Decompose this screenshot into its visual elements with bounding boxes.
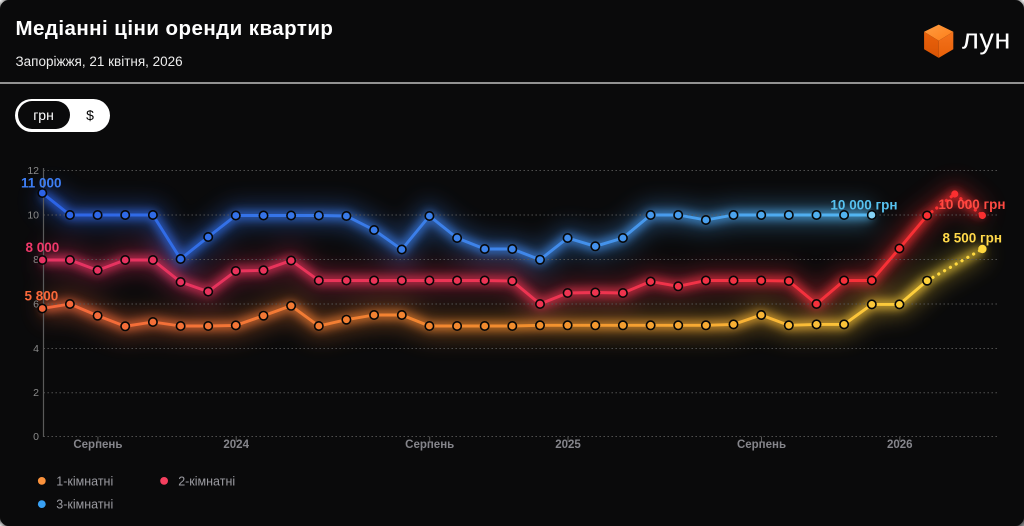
svg-text:Серпень: Серпень <box>73 439 122 451</box>
svg-text:лун: лун <box>962 24 1011 56</box>
svg-text:0: 0 <box>33 431 39 443</box>
svg-text:1-кімнатні: 1-кімнатні <box>56 475 113 489</box>
svg-text:Серпень: Серпень <box>405 439 454 451</box>
svg-text:8 500 грн: 8 500 грн <box>942 231 1002 246</box>
svg-text:4: 4 <box>33 343 39 355</box>
svg-text:10 000 грн: 10 000 грн <box>830 198 897 213</box>
svg-text:2025: 2025 <box>555 439 581 451</box>
svg-text:2-кімнатні: 2-кімнатні <box>178 475 235 489</box>
svg-text:5 800: 5 800 <box>25 289 59 304</box>
svg-text:6: 6 <box>33 299 39 311</box>
svg-text:10 000 грн: 10 000 грн <box>938 197 1005 212</box>
svg-text:8: 8 <box>33 254 39 266</box>
svg-text:2024: 2024 <box>223 439 249 451</box>
svg-text:2026: 2026 <box>887 439 913 451</box>
svg-text:3-кімнатні: 3-кімнатні <box>56 498 113 512</box>
svg-text:2: 2 <box>33 387 39 399</box>
svg-text:12: 12 <box>27 165 39 177</box>
svg-text:10: 10 <box>27 210 39 222</box>
svg-text:8 000: 8 000 <box>26 240 60 255</box>
svg-text:11 000: 11 000 <box>21 176 62 191</box>
svg-text:Серпень: Серпень <box>737 439 786 451</box>
